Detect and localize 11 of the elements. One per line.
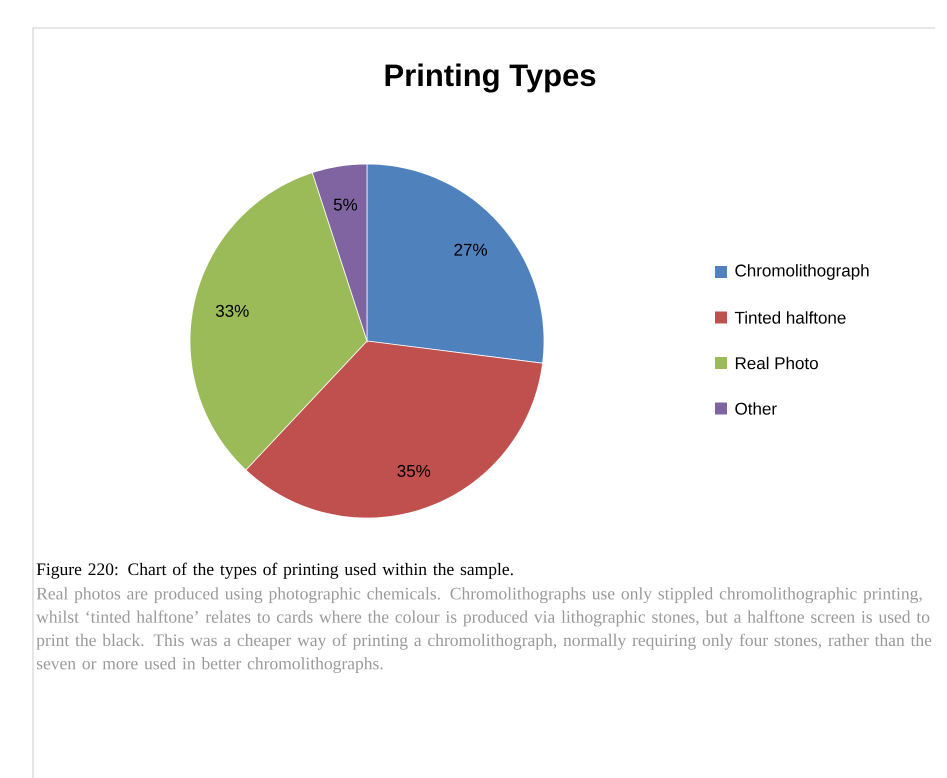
- legend-label: Real Photo: [736, 356, 818, 370]
- chart-title: Printing Types: [386, 63, 596, 93]
- data-label: 33%: [216, 304, 249, 317]
- data-label: 27%: [454, 244, 487, 256]
- data-label: 5%: [334, 198, 358, 211]
- legend-label: Tinted halftone: [734, 311, 846, 324]
- legend-label: Chromolithograph: [735, 264, 869, 280]
- data-label: 35%: [397, 464, 430, 477]
- caption: Figure 220: Chart of the types of printing used within the sample.: [36, 562, 513, 579]
- text: Real photos are produced using photographic chemicals. Chromolithographs use only stippled chromolithographic printing, whilst ‘tinted halftone’ relates to cards where the colour is produced via lithographic stones, but a halftone screen is used to print the black. This was a cheaper way of printing a chromolithograph, normally requiring only four stones, rather than the seven or more used in better chromolithographs.: [36, 587, 932, 674]
- legend-label: Other: [735, 402, 777, 415]
